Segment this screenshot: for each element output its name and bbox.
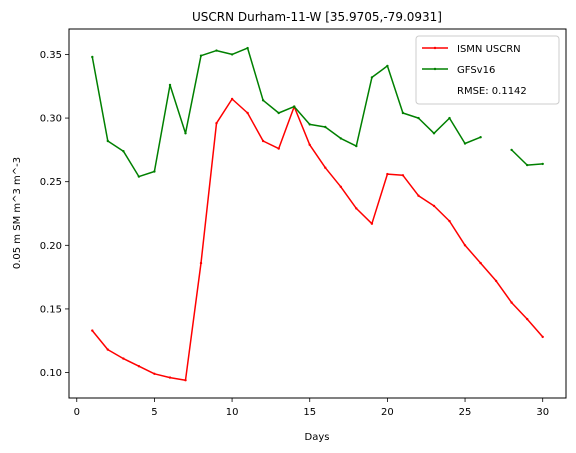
data-point-ismn-uscrn	[510, 301, 513, 304]
data-point-gfsv16	[168, 83, 172, 87]
data-point-ismn-uscrn	[168, 376, 172, 379]
data-point-ismn-uscrn	[401, 174, 405, 177]
legend-box	[415, 35, 560, 105]
plot-frame	[68, 28, 567, 399]
data-point-ismn-uscrn	[246, 111, 249, 115]
data-point-gfsv16	[448, 116, 451, 120]
data-point-ismn-uscrn	[122, 357, 125, 360]
data-point-gfsv16	[463, 142, 467, 145]
y-axis-label: 0.05 m SM m^3 m^-3	[12, 157, 23, 269]
x-tick-label: 25	[459, 407, 472, 418]
data-point-gfsv16	[510, 148, 513, 152]
y-tick-label: 0.15	[40, 304, 62, 315]
y-tick-label: 0.20	[40, 241, 62, 252]
data-point-gfsv16	[106, 139, 110, 143]
y-tick-label: 0.35	[40, 50, 62, 61]
data-point-gfsv16	[293, 105, 296, 108]
x-tick-label: 0	[74, 407, 80, 418]
data-point-ismn-uscrn	[106, 348, 110, 351]
x-tick-label: 15	[303, 407, 316, 418]
data-point-gfsv16	[215, 49, 218, 52]
chart-title: USCRN Durham-11-W [35.9705,-79.0931]	[192, 10, 442, 24]
data-point-gfsv16	[324, 125, 327, 129]
data-point-ismn-uscrn	[417, 194, 420, 197]
data-point-gfsv16	[355, 144, 358, 148]
data-point-ismn-uscrn	[324, 166, 327, 169]
data-point-ismn-uscrn	[494, 279, 498, 283]
data-point-ismn-uscrn	[541, 335, 544, 339]
data-point-gfsv16	[370, 76, 374, 79]
data-point-ismn-uscrn	[308, 143, 311, 146]
data-point-ismn-uscrn	[91, 329, 94, 332]
legend-marker-gfs	[433, 67, 437, 71]
data-point-gfsv16	[432, 132, 436, 135]
rmse-annotation: RMSE: 0.1142	[457, 86, 527, 97]
legend-marker-ismn	[433, 46, 437, 50]
data-point-gfsv16	[541, 162, 544, 166]
data-point-ismn-uscrn	[137, 365, 141, 368]
y-tick-label: 0.10	[40, 368, 62, 379]
data-point-gfsv16	[246, 46, 249, 50]
x-tick-label: 10	[226, 407, 239, 418]
ticks-layer: 0 5 10 15 20 25 30 0.10 0.15 0.20 0.25 0.30 0.35	[40, 50, 549, 418]
series-line-ismn-uscrn	[91, 98, 544, 381]
data-point-gfsv16	[261, 99, 265, 102]
data-point-gfsv16	[308, 123, 311, 126]
data-point-gfsv16	[184, 132, 187, 135]
x-tick-label: 30	[536, 407, 549, 418]
data-point-gfsv16	[199, 54, 203, 57]
data-point-gfsv16	[479, 136, 482, 139]
y-tick-label: 0.25	[40, 177, 62, 188]
data-point-gfsv16	[417, 116, 420, 120]
x-axis-label: Days	[305, 432, 330, 443]
data-point-gfsv16	[386, 64, 389, 68]
y-tick-label: 0.30	[40, 114, 62, 125]
data-point-gfsv16	[153, 170, 156, 173]
data-point-gfsv16	[277, 111, 280, 115]
data-point-gfsv16	[526, 163, 529, 167]
data-point-gfsv16	[230, 53, 234, 56]
data-point-ismn-uscrn	[386, 172, 389, 176]
data-point-gfsv16	[122, 150, 125, 153]
data-point-ismn-uscrn	[215, 122, 218, 125]
data-point-ismn-uscrn	[432, 204, 436, 208]
data-point-ismn-uscrn	[355, 207, 358, 210]
data-point-ismn-uscrn	[339, 185, 342, 188]
data-point-ismn-uscrn	[448, 219, 451, 223]
x-tick-label: 5	[151, 407, 157, 418]
data-point-gfsv16	[137, 175, 141, 178]
data-point-ismn-uscrn	[526, 317, 529, 321]
data-point-ismn-uscrn	[153, 372, 156, 375]
data-point-ismn-uscrn	[261, 139, 265, 143]
data-point-ismn-uscrn	[199, 261, 203, 265]
data-point-gfsv16	[91, 55, 94, 59]
data-point-ismn-uscrn	[463, 244, 467, 247]
data-point-gfsv16	[401, 111, 405, 115]
x-tick-label: 20	[381, 407, 394, 418]
legend-label-gfs: GFSv16	[457, 65, 495, 76]
data-point-ismn-uscrn	[230, 97, 234, 101]
legend-label-ismn: ISMN USCRN	[457, 44, 521, 55]
series-line-gfsv16	[91, 47, 481, 178]
series-layer	[91, 46, 544, 382]
data-point-gfsv16	[339, 137, 342, 140]
data-point-ismn-uscrn	[370, 222, 374, 225]
data-point-ismn-uscrn	[184, 379, 187, 382]
legend[interactable]: ISMN USCRN GFSv16 RMSE: 0.1142	[415, 35, 560, 105]
data-point-ismn-uscrn	[479, 261, 482, 265]
data-point-ismn-uscrn	[277, 147, 280, 150]
